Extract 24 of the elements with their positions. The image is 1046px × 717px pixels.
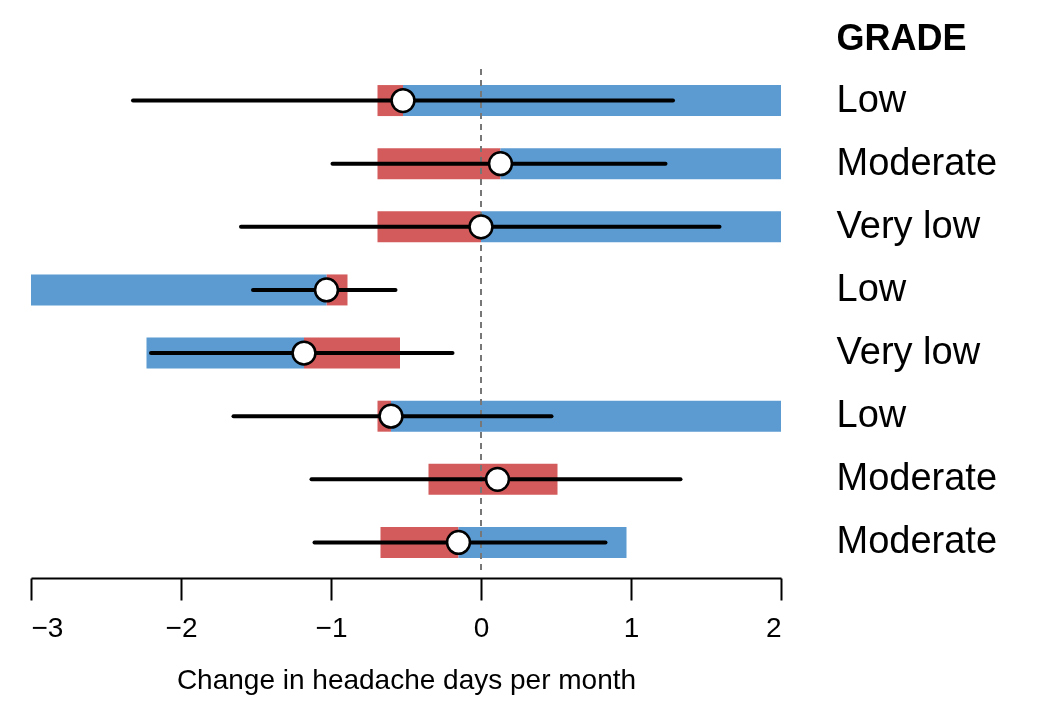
point (378, 403, 404, 429)
point (487, 151, 514, 177)
point (291, 340, 317, 366)
y-tick-label: Moderate (836, 140, 998, 183)
y-tick-label: Moderate (836, 519, 998, 562)
point (468, 214, 494, 240)
y-tick-label: Low (836, 266, 907, 309)
x-tick-label: 2 (765, 611, 782, 643)
x-axis-title: Change in headache days per month (176, 663, 637, 695)
y-axis-title: GRADE (836, 16, 967, 58)
x-tick-label: −2 (165, 611, 198, 643)
y-tick-label: Moderate (836, 456, 998, 499)
y-tick-label: Low (836, 77, 907, 120)
point (484, 466, 511, 492)
point (313, 277, 340, 303)
x-tick-label: 1 (623, 611, 640, 643)
x-tick-label: −3 (31, 611, 64, 643)
x-tick-label: 0 (473, 611, 490, 643)
y-tick-label: Low (836, 393, 907, 436)
y-tick-label: Very low (836, 203, 981, 246)
point (445, 529, 472, 556)
point (390, 87, 416, 114)
y-tick-label: Very low (836, 330, 981, 373)
x-tick-label: −1 (315, 611, 348, 643)
